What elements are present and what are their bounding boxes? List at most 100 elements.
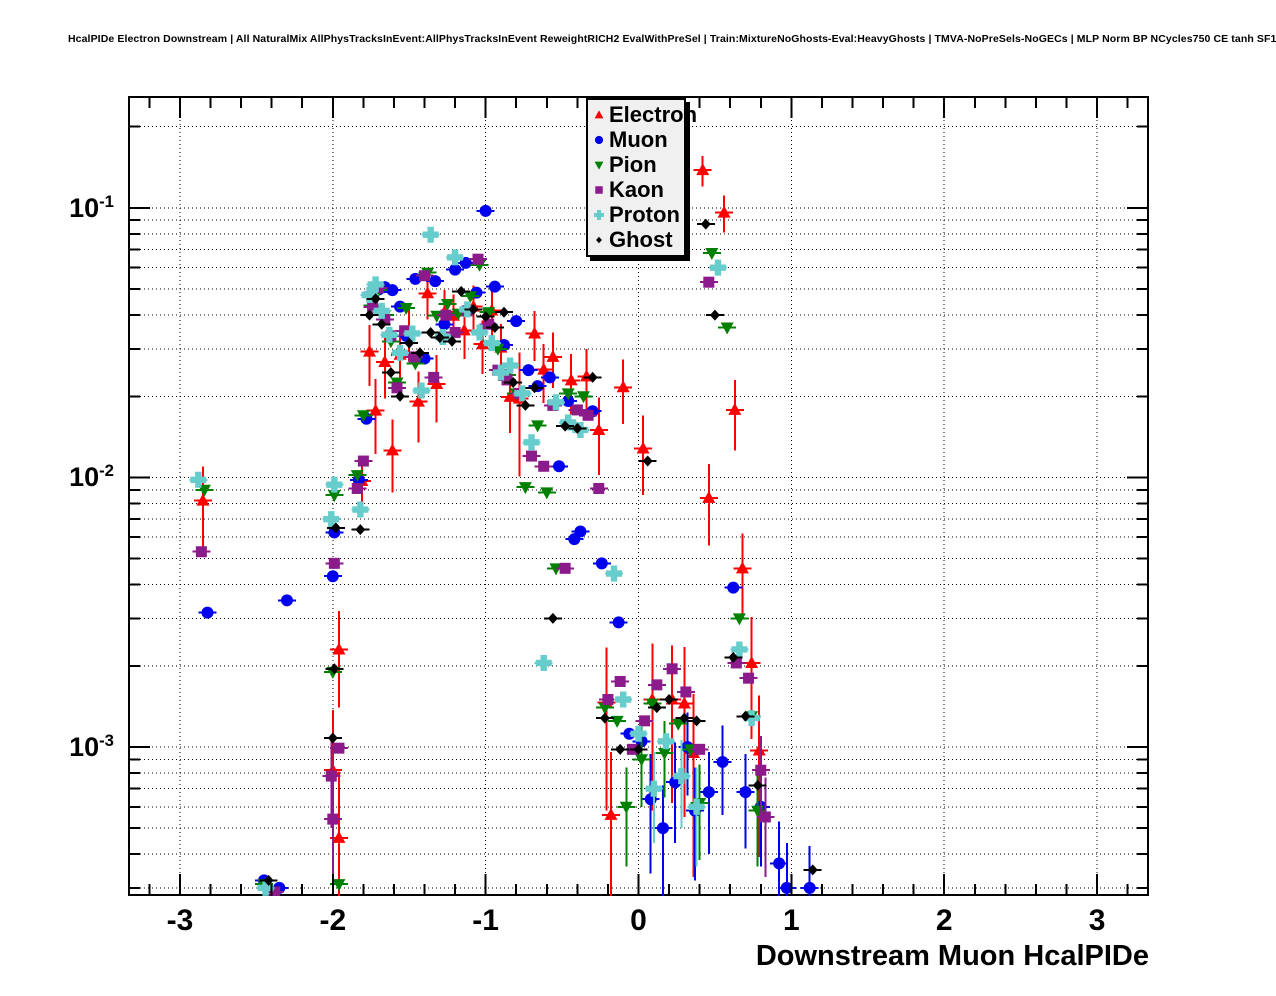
page-title: HcalPIDe Electron Downstream | All Natur… <box>68 33 1276 45</box>
data-point <box>718 322 737 335</box>
data-point <box>452 285 471 297</box>
marker-circle <box>702 786 715 799</box>
x-axis-tick-label: -1 <box>472 904 499 937</box>
data-point <box>537 487 556 500</box>
marker-circle <box>438 318 451 331</box>
marker-diamond <box>330 522 341 534</box>
marker-triangle-up <box>430 377 444 390</box>
data-point <box>730 613 749 626</box>
marker-triangle-up <box>378 355 392 368</box>
data-point <box>516 399 535 411</box>
marker-circle <box>574 525 587 538</box>
legend-entry-pion[interactable]: Pion <box>590 152 682 177</box>
data-point <box>609 616 628 629</box>
data-point <box>415 270 434 282</box>
marker-triangle-up <box>604 807 618 820</box>
data-point <box>739 672 758 684</box>
marker-circle <box>488 280 501 293</box>
marker-diamond <box>728 651 739 663</box>
data-point <box>705 309 724 321</box>
marker-triangle-up <box>537 362 551 375</box>
data-point <box>598 694 617 706</box>
marker-diamond <box>480 311 491 323</box>
marker-cross <box>257 879 274 896</box>
data-point <box>543 612 562 624</box>
data-point <box>435 318 454 331</box>
marker-cross <box>447 249 464 266</box>
marker-square <box>501 374 513 386</box>
marker-diamond <box>329 663 340 675</box>
data-point <box>525 382 544 394</box>
data-point <box>513 385 532 402</box>
marker-diamond <box>679 712 690 724</box>
marker-diamond <box>385 367 396 379</box>
marker-square <box>357 455 369 467</box>
marker-triangle-down <box>671 718 685 731</box>
data-point <box>476 311 495 323</box>
marker-diamond <box>709 309 720 321</box>
series-kaon <box>192 253 775 896</box>
marker-diamond <box>633 743 644 755</box>
legend-entry-electron[interactable]: Electron <box>590 102 697 127</box>
data-point <box>421 226 440 243</box>
x-axis-tick-label: 3 <box>1088 904 1106 937</box>
data-point <box>597 647 616 811</box>
marker-triangle-down <box>540 487 554 500</box>
data-point <box>589 482 608 494</box>
legend-entry-proton[interactable]: Proton <box>590 202 682 227</box>
legend-entry-muon[interactable]: Muon <box>590 127 682 152</box>
data-point <box>375 314 394 326</box>
marker-diamond <box>642 455 653 467</box>
data-point <box>675 646 694 817</box>
marker-diamond <box>572 422 583 434</box>
data-point <box>556 562 575 574</box>
marker-square <box>743 672 755 684</box>
marker-triangle-down <box>598 702 612 715</box>
marker-triangle-up <box>332 642 346 655</box>
marker-square <box>327 813 339 825</box>
data-point <box>736 754 755 849</box>
data-point <box>736 710 755 722</box>
marker-triangle-down <box>705 248 719 261</box>
legend-label: Electron <box>609 101 698 127</box>
data-point <box>424 371 443 383</box>
data-point <box>391 344 410 361</box>
marker-cross <box>502 357 519 374</box>
data-point <box>446 263 465 276</box>
data-point <box>403 325 422 342</box>
data-point <box>410 347 429 359</box>
legend-entry-kaon[interactable]: Kaon <box>590 177 682 202</box>
marker-triangle-down <box>645 698 659 711</box>
data-point <box>329 610 348 708</box>
marker-circle <box>449 263 462 276</box>
marker-triangle-up <box>421 286 435 299</box>
marker-triangle-down <box>482 307 496 320</box>
data-point <box>556 420 575 432</box>
marker-triangle-up <box>728 402 742 415</box>
marker-diamond <box>370 293 381 305</box>
data-point <box>550 460 569 473</box>
marker-square <box>472 253 484 265</box>
data-point <box>686 767 705 881</box>
data-point <box>351 524 370 536</box>
marker-circle <box>280 594 293 607</box>
data-point <box>504 376 523 388</box>
data-point <box>329 742 348 754</box>
marker-diamond <box>489 321 500 333</box>
data-point <box>669 718 688 731</box>
marker-cross <box>492 364 509 381</box>
data-point <box>516 482 535 495</box>
marker-cross <box>413 382 430 399</box>
legend-entry-ghost[interactable]: Ghost <box>590 227 682 252</box>
data-point <box>675 712 694 724</box>
marker-circle <box>326 570 339 583</box>
data-point <box>485 321 504 333</box>
data-point <box>421 326 440 338</box>
marker-triangle-down <box>732 613 746 626</box>
marker-triangle-up <box>616 380 630 393</box>
data-point <box>189 471 208 488</box>
marker-diamond <box>529 382 540 394</box>
marker-diamond <box>807 864 818 876</box>
data-point <box>592 557 611 570</box>
data-point <box>690 743 709 755</box>
